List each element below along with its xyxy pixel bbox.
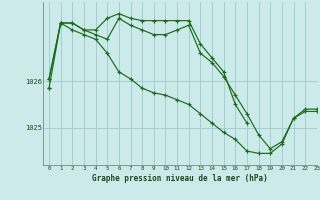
X-axis label: Graphe pression niveau de la mer (hPa): Graphe pression niveau de la mer (hPa) xyxy=(92,174,268,183)
